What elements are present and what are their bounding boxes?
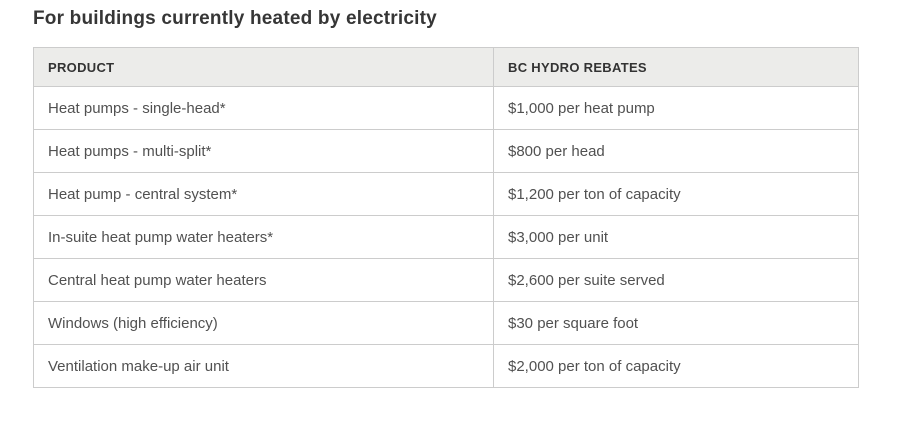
rebate-cell: $2,600 per suite served [493, 258, 859, 302]
table-row: Ventilation make-up air unit $2,000 per … [33, 344, 859, 388]
product-cell: Windows (high efficiency) [33, 301, 494, 345]
product-cell: Heat pumps - multi-split* [33, 129, 494, 173]
column-header-product: PRODUCT [33, 47, 494, 87]
table-row: Heat pumps - single-head* $1,000 per hea… [33, 86, 859, 130]
rebate-cell: $2,000 per ton of capacity [493, 344, 859, 388]
table-row: Heat pump - central system* $1,200 per t… [33, 172, 859, 216]
table-row: Windows (high efficiency) $30 per square… [33, 301, 859, 345]
rebates-table: PRODUCT BC HYDRO REBATES Heat pumps - si… [33, 47, 859, 388]
rebate-cell: $3,000 per unit [493, 215, 859, 259]
product-cell: Heat pumps - single-head* [33, 86, 494, 130]
product-cell: Central heat pump water heaters [33, 258, 494, 302]
page-title: For buildings currently heated by electr… [33, 8, 437, 29]
product-cell: In-suite heat pump water heaters* [33, 215, 494, 259]
table-row: Heat pumps - multi-split* $800 per head [33, 129, 859, 173]
column-header-rebates: BC HYDRO REBATES [493, 47, 859, 87]
rebate-cell: $1,200 per ton of capacity [493, 172, 859, 216]
table-row: In-suite heat pump water heaters* $3,000… [33, 215, 859, 259]
product-cell: Ventilation make-up air unit [33, 344, 494, 388]
rebate-cell: $1,000 per heat pump [493, 86, 859, 130]
rebate-cell: $800 per head [493, 129, 859, 173]
table-row: Central heat pump water heaters $2,600 p… [33, 258, 859, 302]
rebate-cell: $30 per square foot [493, 301, 859, 345]
product-cell: Heat pump - central system* [33, 172, 494, 216]
table-header-row: PRODUCT BC HYDRO REBATES [33, 47, 859, 87]
